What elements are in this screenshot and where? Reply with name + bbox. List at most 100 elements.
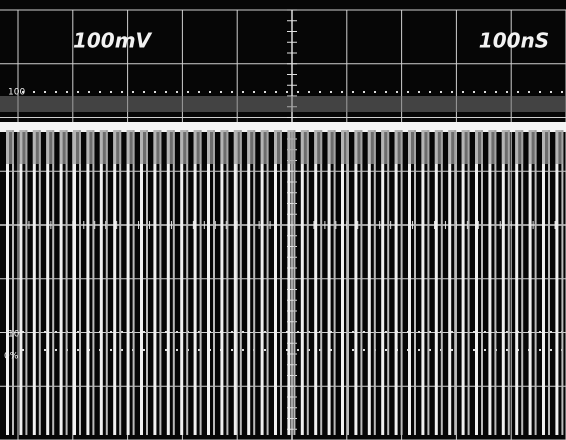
dotted-marker — [99, 91, 101, 93]
dotted-marker — [44, 91, 46, 93]
pulse-top — [529, 130, 537, 164]
pulse-top — [127, 130, 135, 164]
dotted-marker — [286, 91, 288, 93]
pulse-edge — [226, 130, 228, 435]
dotted-marker — [297, 91, 299, 93]
pulse-edge — [194, 130, 197, 435]
pulse-top — [435, 130, 443, 164]
pulse-edge — [347, 130, 349, 435]
dotted-marker — [55, 331, 57, 333]
pulse-top — [6, 130, 14, 164]
pulse-edge — [334, 130, 336, 435]
pulse-top — [247, 130, 255, 164]
pulse-top — [462, 130, 470, 164]
pulse-edge — [33, 130, 36, 435]
pulse-top — [46, 130, 54, 164]
dotted-marker — [462, 91, 464, 93]
pulse-edge — [153, 130, 156, 435]
dotted-marker — [484, 91, 486, 93]
dotted-marker — [275, 91, 277, 93]
dotted-marker — [253, 91, 255, 93]
dotted-marker — [264, 331, 266, 333]
dotted-marker — [176, 331, 178, 333]
pulse-top — [86, 130, 94, 164]
pulse-edge — [341, 130, 344, 435]
pulse-edge — [100, 130, 103, 435]
pulse-edge — [508, 130, 510, 435]
pulse-edge — [454, 130, 456, 435]
dotted-marker — [264, 91, 266, 93]
pulse-edge — [186, 130, 188, 435]
dotted-marker — [484, 349, 486, 351]
pulse-edge — [79, 130, 81, 435]
pulse-top — [33, 130, 41, 164]
dotted-marker — [110, 91, 112, 93]
dotted-marker — [473, 331, 475, 333]
pulse-edge — [488, 130, 491, 435]
dotted-marker — [165, 349, 167, 351]
pulse-top — [301, 130, 309, 164]
dotted-marker — [264, 349, 266, 351]
pulse-top — [395, 130, 403, 164]
pulse-edge — [481, 130, 483, 435]
dotted-marker — [77, 349, 79, 351]
pulse-edge — [328, 130, 331, 435]
pulse-edge — [521, 130, 523, 435]
pulse-top — [515, 130, 523, 164]
pulse-edge — [293, 130, 295, 435]
pulse-edge — [133, 130, 135, 435]
dotted-marker — [187, 91, 189, 93]
dotted-marker — [506, 331, 508, 333]
dotted-marker — [561, 91, 563, 93]
pulse-top — [113, 130, 121, 164]
pulse-edge — [73, 130, 76, 435]
dotted-marker — [385, 331, 387, 333]
dotted-marker — [110, 331, 112, 333]
pulse-top — [408, 130, 416, 164]
pulse-top — [287, 130, 295, 164]
pulse-edge — [354, 130, 357, 435]
pulse-edge — [320, 130, 322, 435]
dotted-marker — [374, 91, 376, 93]
dotted-marker — [77, 91, 79, 93]
dotted-marker — [220, 91, 222, 93]
dotted-marker — [363, 331, 365, 333]
pulse-edge — [494, 130, 496, 435]
time-label: 100nS — [479, 29, 549, 53]
pulse-edge — [253, 130, 255, 435]
dotted-marker — [506, 349, 508, 351]
dotted-marker — [231, 331, 233, 333]
dotted-marker — [330, 91, 332, 93]
dotted-marker — [242, 91, 244, 93]
pulse-edge — [119, 130, 121, 435]
dotted-marker — [44, 349, 46, 351]
pulse-edge — [421, 130, 424, 435]
pulse-edge — [301, 130, 304, 435]
pulse-top — [220, 130, 228, 164]
pulse-edge — [502, 130, 505, 435]
dotted-marker — [341, 91, 343, 93]
pulse-edge — [60, 130, 63, 435]
dotted-marker — [231, 91, 233, 93]
dotted-marker — [539, 91, 541, 93]
pulse-edge — [374, 130, 376, 435]
dotted-marker — [451, 331, 453, 333]
pulse-edge — [207, 130, 210, 435]
dotted-marker — [143, 331, 145, 333]
pulse-edge — [12, 130, 14, 435]
pulse-edge — [435, 130, 438, 435]
pulse-top — [207, 130, 215, 164]
dotted-marker — [550, 331, 552, 333]
page: 100mV 100nS 100 10 0% (() => { const dat… — [0, 0, 566, 440]
dotted-marker — [33, 91, 35, 93]
pulse-edge — [515, 130, 518, 435]
pulse-edge — [92, 130, 94, 435]
pulse-edge — [86, 130, 89, 435]
dotted-marker — [55, 349, 57, 351]
pulse-top — [421, 130, 429, 164]
dotted-marker — [550, 91, 552, 93]
pulse-top — [314, 130, 322, 164]
dotted-marker — [473, 91, 475, 93]
pulse-edge — [314, 130, 317, 435]
pulse-edge — [19, 130, 22, 435]
